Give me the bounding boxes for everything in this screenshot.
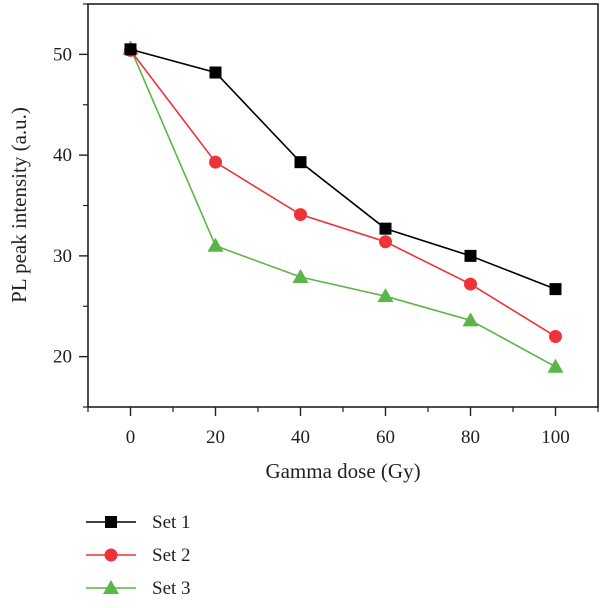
legend-item-set-3: Set 3	[86, 578, 191, 599]
x-tick-label: 100	[541, 427, 570, 448]
series-layer	[122, 40, 564, 373]
y-axis-title: PL peak intensity (a.u.)	[7, 107, 31, 303]
x-tick-label: 40	[291, 427, 310, 448]
data-point-set-3	[292, 269, 309, 284]
data-point-set-1	[464, 249, 477, 262]
data-point-set-3	[547, 358, 564, 373]
data-point-set-1	[379, 222, 392, 235]
legend-item-set-1: Set 1	[86, 512, 191, 533]
legend-marker	[105, 516, 117, 528]
data-point-set-2	[464, 277, 477, 291]
legend: Set 1 Set 2 Set 3	[86, 512, 191, 599]
series-set-2	[124, 43, 562, 343]
series-set-1	[124, 43, 562, 296]
plot-frame	[87, 3, 599, 408]
data-point-set-1	[549, 283, 562, 296]
data-point-set-1	[294, 156, 307, 169]
data-point-set-3	[377, 288, 394, 303]
y-tick-label: 30	[53, 246, 72, 267]
legend-item-set-2: Set 2	[86, 545, 191, 566]
y-tick-label: 20	[53, 347, 72, 368]
x-axis-title: Gamma dose (Gy)	[265, 459, 420, 483]
y-tick-label: 40	[53, 145, 72, 166]
axis-ticks	[79, 3, 599, 416]
data-point-set-3	[462, 312, 479, 327]
data-point-set-2	[294, 208, 307, 222]
series-line-set-2	[129, 49, 556, 338]
data-point-set-1	[124, 43, 137, 56]
legend-label: Set 2	[152, 545, 191, 566]
data-point-set-2	[549, 329, 562, 343]
legend-label: Set 1	[152, 512, 191, 533]
x-tick-label: 80	[461, 427, 480, 448]
data-point-set-1	[209, 66, 222, 79]
data-point-set-3	[207, 237, 224, 252]
legend-marker	[104, 548, 118, 562]
data-point-set-2	[209, 155, 222, 169]
legend-marker	[103, 580, 119, 594]
x-tick-label: 0	[126, 427, 136, 448]
data-point-set-2	[379, 235, 392, 249]
series-line-set-1	[130, 48, 556, 290]
legend-label: Set 3	[152, 578, 191, 599]
y-tick-label: 50	[53, 44, 72, 65]
x-tick-label: 20	[206, 427, 225, 448]
x-tick-label: 60	[376, 427, 395, 448]
series-set-3	[122, 40, 564, 373]
tick-labels: 0 20 40 60 80 100 20 30 40 50	[53, 44, 570, 448]
series-line-set-3	[129, 48, 556, 368]
